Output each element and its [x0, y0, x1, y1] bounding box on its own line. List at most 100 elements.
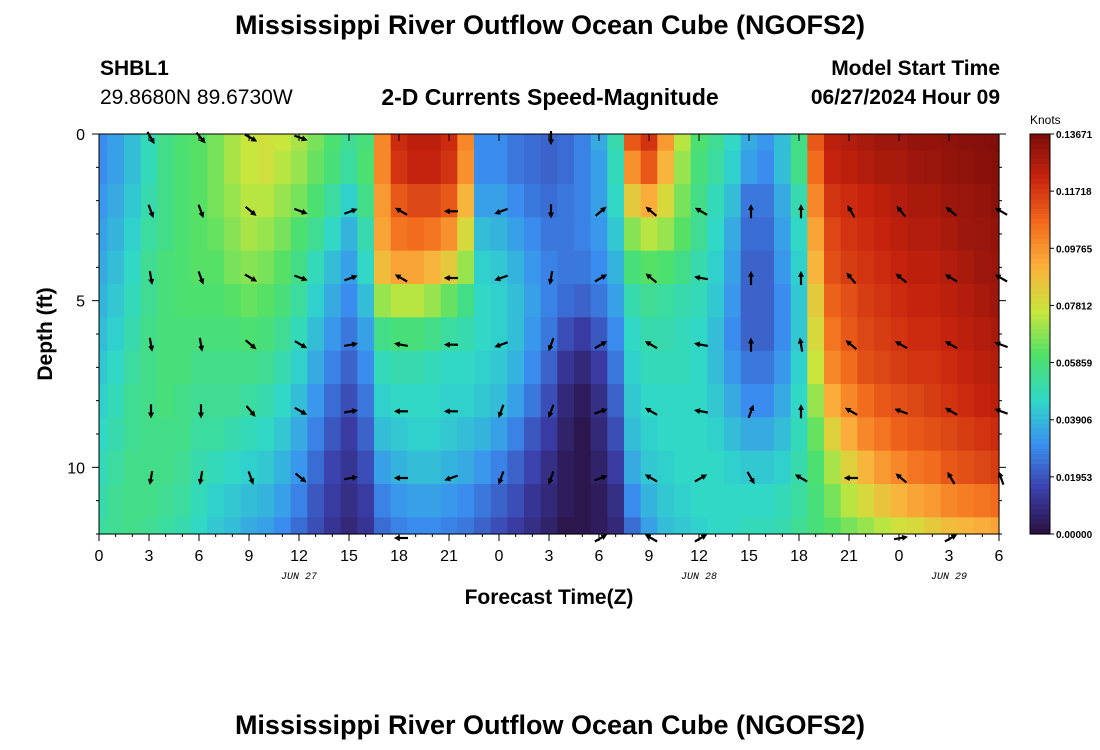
current-arrow	[343, 341, 359, 348]
heatmap-cell	[257, 417, 275, 452]
heatmap-cell	[807, 350, 825, 385]
heatmap-cell	[790, 250, 808, 285]
heatmap-cell	[874, 484, 892, 518]
heatmap-cell	[857, 417, 875, 452]
heatmap-cell	[990, 317, 1000, 352]
heatmap-cell	[624, 284, 642, 318]
heatmap-cell	[674, 184, 692, 218]
colorbar-segment	[1030, 304, 1050, 310]
heatmap-cell	[657, 250, 675, 285]
heatmap-cell	[457, 217, 475, 252]
y-tick-label: 0	[76, 127, 85, 144]
heatmap-cell	[524, 417, 542, 452]
heatmap-cell	[174, 217, 192, 252]
heatmap-cell	[157, 184, 175, 218]
heatmap-cell	[357, 317, 375, 352]
heatmap-cell	[707, 134, 725, 152]
heatmap-cell	[107, 417, 125, 452]
heatmap-cell	[874, 350, 892, 385]
heatmap-cell	[990, 417, 1000, 452]
current-arrow	[847, 205, 856, 218]
colorbar-segment	[1030, 274, 1050, 280]
heatmap-cell	[657, 184, 675, 218]
x-tick-label: 15	[340, 548, 358, 565]
heatmap-cell	[790, 517, 808, 535]
colorbar-segment	[1030, 359, 1050, 365]
heatmap-cell	[974, 484, 992, 518]
heatmap-cell	[357, 417, 375, 452]
heatmap-cell	[707, 417, 725, 452]
heatmap-cell	[307, 150, 325, 185]
heatmap-cell	[324, 517, 342, 535]
colorbar-segment	[1030, 319, 1050, 325]
heatmap-cell	[240, 184, 258, 218]
colorbar-segment	[1030, 164, 1050, 170]
heatmap-cell	[974, 350, 992, 385]
heatmap-cell	[957, 450, 975, 485]
heatmap-cell	[190, 484, 208, 518]
heatmap-cell	[524, 384, 542, 418]
heatmap-cell	[340, 417, 358, 452]
heatmap-cell	[324, 184, 342, 218]
heatmap-cell	[957, 134, 975, 152]
heatmap-cell	[574, 517, 592, 535]
colorbar-segment	[1030, 234, 1050, 240]
heatmap-cell	[424, 134, 442, 152]
heatmap-cell	[99, 484, 108, 518]
heatmap-cell	[840, 417, 858, 452]
heatmap-cell	[840, 250, 858, 285]
current-arrow	[746, 471, 755, 485]
heatmap-cell	[674, 450, 692, 485]
heatmap-cell	[790, 184, 808, 218]
heatmap-cell	[290, 417, 308, 452]
heatmap-cell	[957, 517, 975, 535]
heatmap-cell	[724, 517, 742, 535]
current-arrow	[594, 408, 608, 415]
heatmap-cell	[524, 484, 542, 518]
heatmap-cell	[840, 350, 858, 385]
heatmap-cell	[990, 450, 1000, 485]
heatmap-cell	[274, 384, 292, 418]
heatmap-cell	[140, 150, 158, 185]
heatmap-cell	[607, 150, 625, 185]
heatmap-cell	[924, 350, 942, 385]
heatmap-cell	[990, 350, 1000, 385]
heatmap-cell	[207, 350, 225, 385]
heatmap-cell	[99, 384, 108, 418]
colorbar-segment	[1030, 529, 1050, 535]
heatmap-cell	[324, 384, 342, 418]
heatmap-cell	[474, 350, 492, 385]
heatmap-cell	[540, 517, 558, 535]
colorbar-segment	[1030, 229, 1050, 235]
heatmap-cell	[290, 184, 308, 218]
current-arrow	[494, 274, 508, 282]
heatmap-cell	[807, 150, 825, 185]
heatmap-cell	[574, 217, 592, 252]
colorbar-segment	[1030, 394, 1050, 400]
heatmap-cell	[357, 484, 375, 518]
heatmap-cell	[290, 217, 308, 252]
colorbar-tick-label: 0.03906	[1056, 416, 1093, 427]
heatmap-cell	[174, 384, 192, 418]
heatmap-cell	[174, 184, 192, 218]
y-tick-label: 10	[67, 460, 85, 477]
heatmap-cell	[490, 284, 508, 318]
heatmap-cell	[374, 517, 392, 535]
heatmap-cell	[174, 150, 192, 185]
heatmap-cell	[374, 150, 392, 185]
heatmap-cell	[774, 150, 792, 185]
heatmap-cell	[607, 484, 625, 518]
heatmap-cell	[990, 484, 1000, 518]
heatmap-cell	[707, 184, 725, 218]
heatmap-cell	[840, 517, 858, 535]
x-tick-label: 0	[95, 548, 104, 565]
heatmap-cell	[357, 517, 375, 535]
heatmap-cell	[724, 250, 742, 285]
heatmap-cell	[774, 184, 792, 218]
current-arrow	[148, 337, 155, 352]
heatmap-cell	[224, 350, 242, 385]
heatmap-cell	[457, 284, 475, 318]
heatmap-cell	[790, 134, 808, 152]
heatmap-cell	[424, 217, 442, 252]
heatmap-cell	[890, 484, 908, 518]
